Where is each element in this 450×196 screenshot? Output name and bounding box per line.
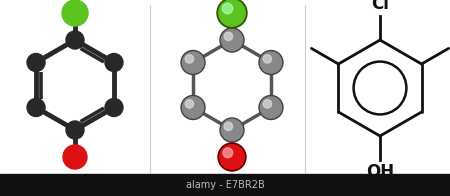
Circle shape [27,99,45,116]
Circle shape [223,148,233,158]
Circle shape [185,55,193,63]
Text: alamy - E7BR2B: alamy - E7BR2B [185,180,265,190]
Circle shape [259,51,283,74]
Circle shape [27,54,45,72]
Circle shape [105,99,123,116]
Circle shape [220,28,244,52]
Circle shape [263,55,271,63]
Circle shape [218,143,246,171]
Circle shape [182,52,203,73]
Circle shape [219,0,245,26]
Circle shape [220,145,244,169]
Circle shape [66,31,84,49]
Circle shape [224,122,233,131]
Circle shape [182,97,203,118]
Circle shape [185,100,193,108]
Circle shape [62,0,88,26]
Text: OH: OH [366,163,394,181]
Circle shape [224,32,233,41]
Circle shape [220,118,244,142]
Circle shape [259,95,283,120]
Circle shape [105,54,123,72]
Circle shape [181,95,205,120]
Circle shape [261,52,282,73]
Bar [0,174,450,196]
Circle shape [261,97,282,118]
Circle shape [221,29,243,51]
Text: Cl: Cl [371,0,389,13]
Circle shape [181,51,205,74]
Circle shape [222,3,233,14]
Circle shape [221,119,243,141]
Circle shape [63,145,87,169]
Circle shape [217,0,247,28]
Circle shape [263,100,271,108]
Circle shape [66,121,84,139]
